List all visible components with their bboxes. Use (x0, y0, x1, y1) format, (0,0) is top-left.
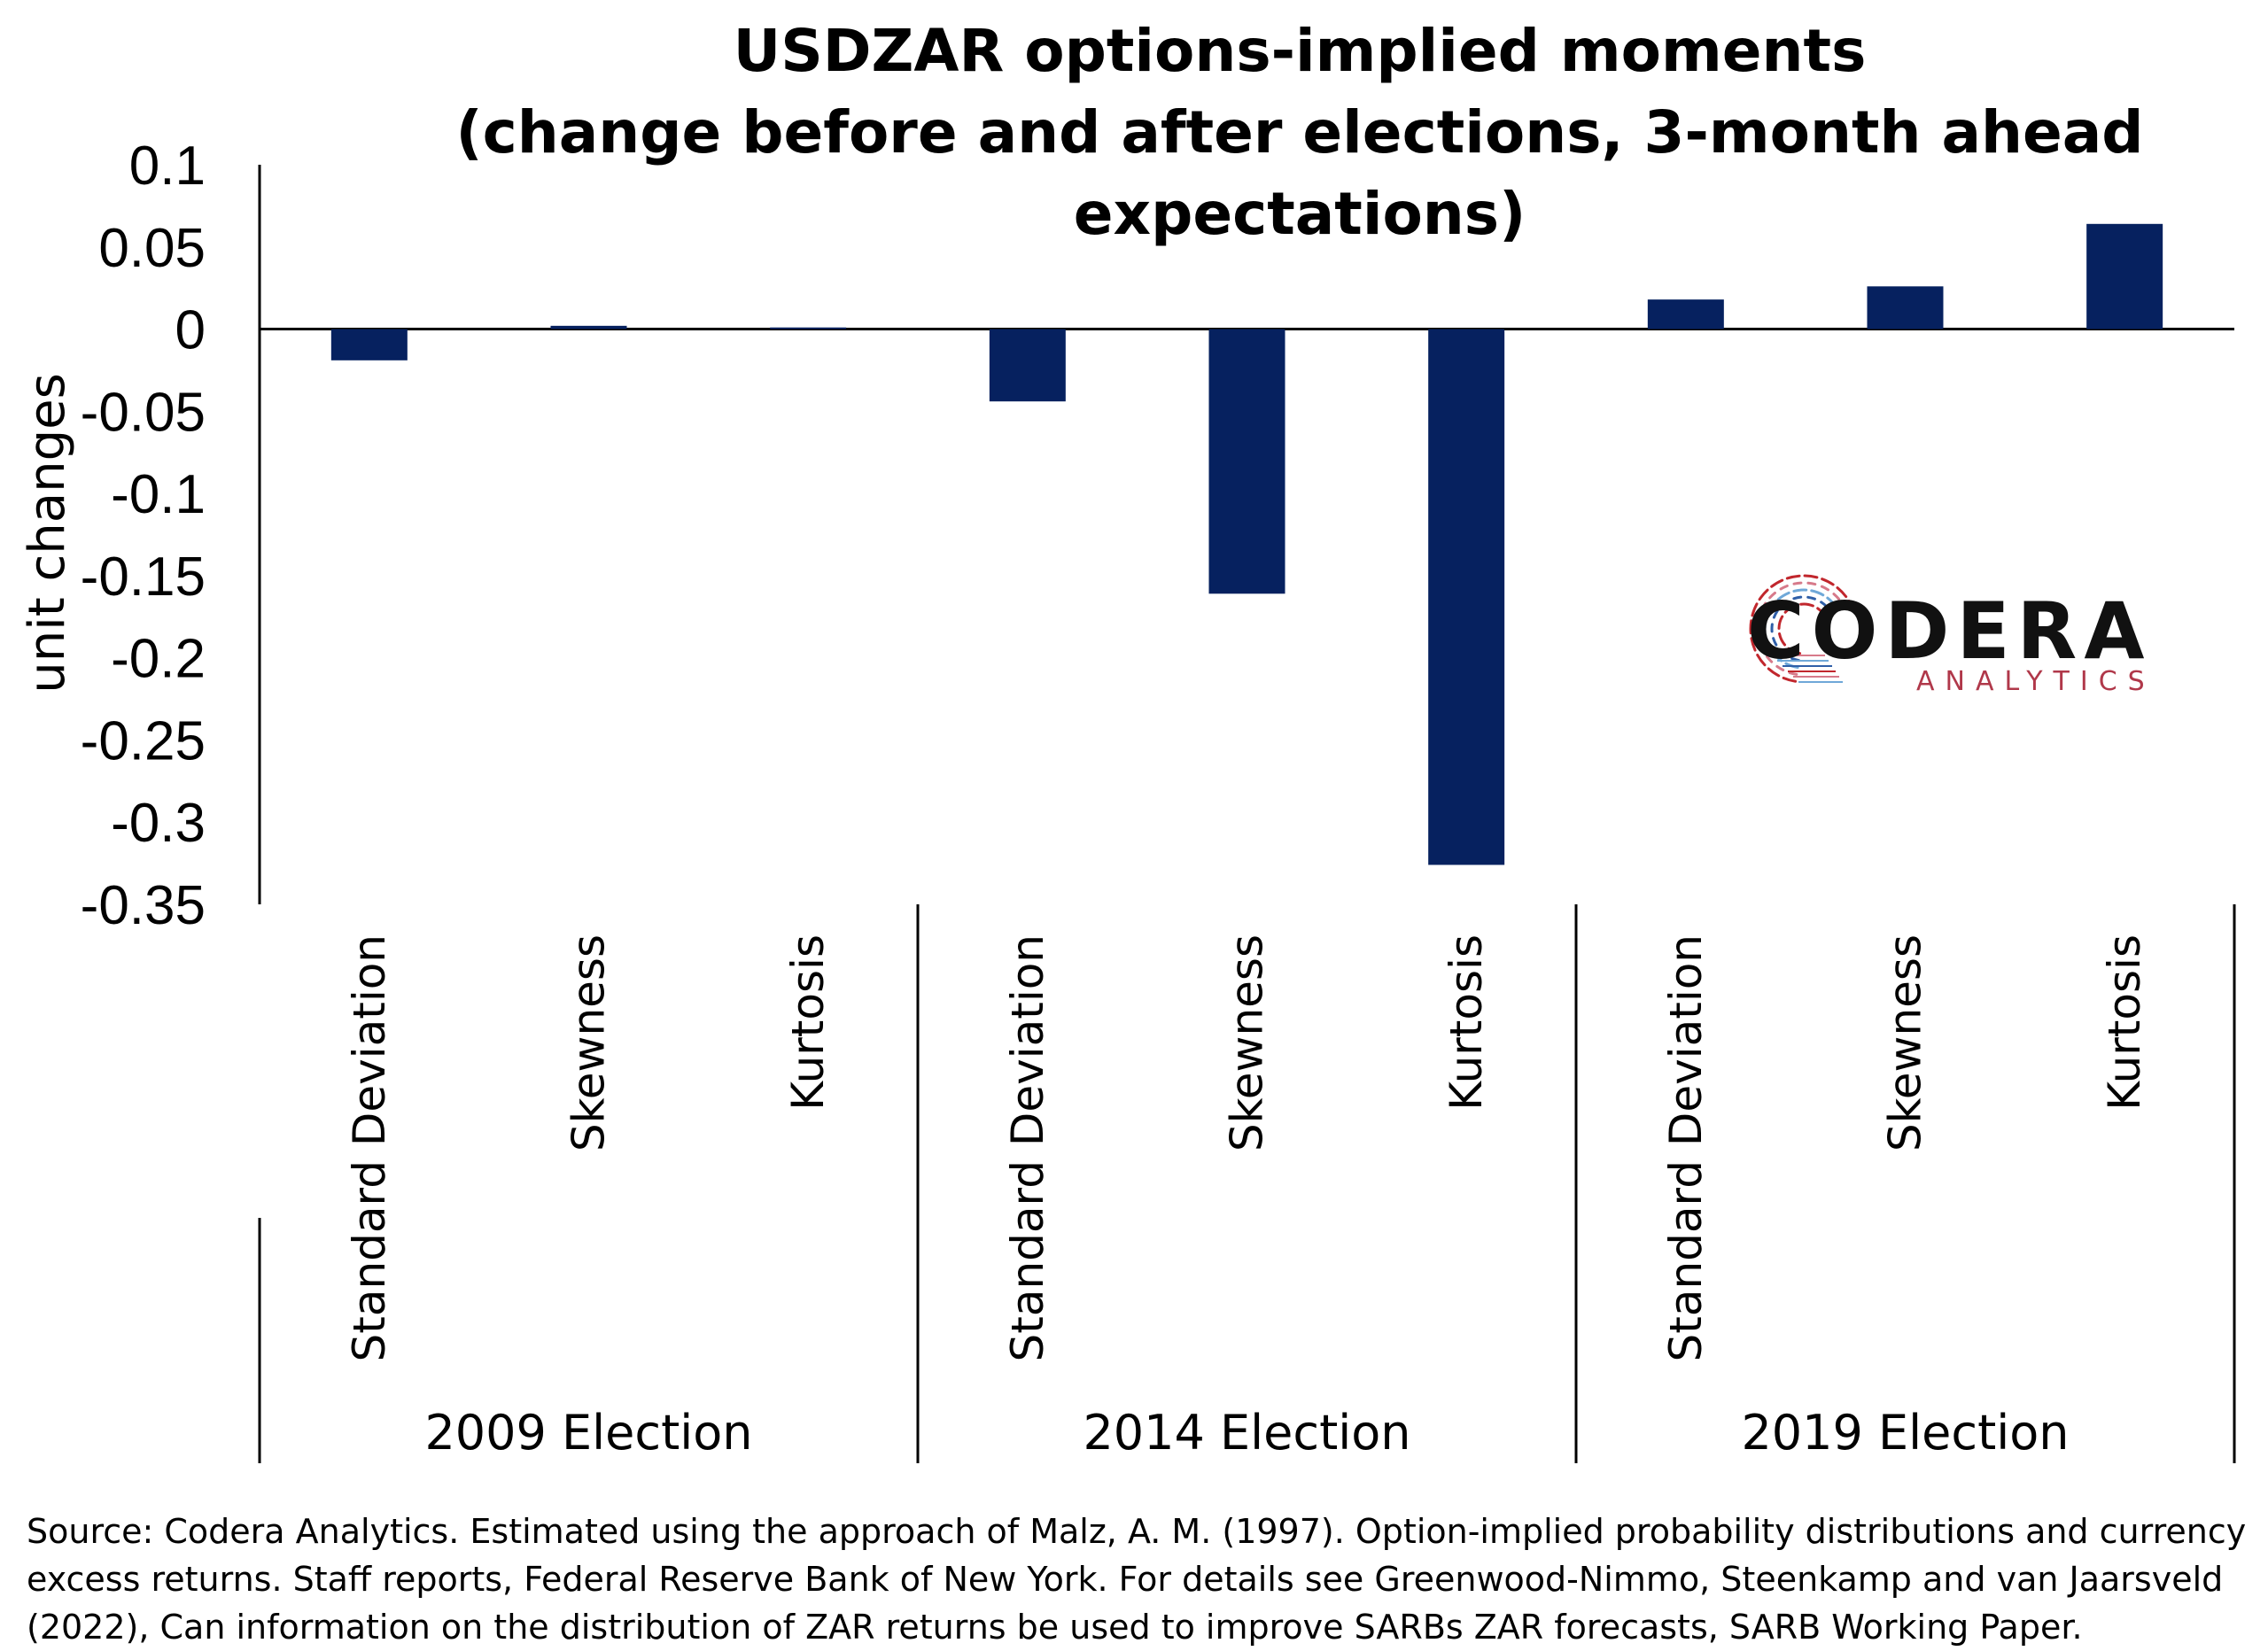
bar (330, 329, 408, 360)
bar (550, 325, 627, 329)
logo-arc (1763, 588, 1840, 669)
logo-wordmark: CODERA (1747, 585, 2151, 677)
category-label: Kurtosis (782, 934, 834, 1111)
category-label: Standard Deviation (1660, 934, 1712, 1362)
bar (2086, 223, 2163, 329)
y-tick-label: 0.05 (98, 218, 206, 279)
logo-arc (1749, 574, 1852, 683)
group-labels: 2009 Election 2014 Election 2019 Election (424, 1405, 2069, 1461)
bar (1867, 286, 1944, 329)
y-tick-labels: 0.1 0.05 0 -0.05 -0.1 -0.15 -0.2 -0.25 -0.3 -0.35 (81, 136, 206, 936)
category-labels: Standard Deviation Skewness Kurtosis Standa… (344, 934, 2150, 1362)
codera-logo: CODERA ANALYTICS (1747, 574, 2155, 697)
chart-title-line-1: USDZAR options-implied moments (734, 17, 1867, 85)
category-label: Standard Deviation (344, 934, 395, 1362)
category-label: Skewness (563, 934, 615, 1151)
category-label: Standard Deviation (1002, 934, 1053, 1362)
y-tick-label: -0.25 (81, 710, 206, 771)
category-label: Kurtosis (1441, 934, 1492, 1111)
logo-arc (1756, 581, 1846, 676)
bar (770, 327, 847, 329)
bar (1428, 329, 1505, 865)
chart-title-line-3: expectations) (1074, 180, 1526, 248)
chart-title: USDZAR options-implied moments (change b… (455, 17, 2143, 248)
y-axis-title: unit changes (19, 373, 76, 694)
group-label: 2014 Election (1083, 1405, 1410, 1461)
source-note-line-1: Source: Codera Analytics. Estimated usin… (27, 1512, 2247, 1551)
y-tick-label: -0.35 (81, 875, 206, 936)
logo-circuit-icon (1749, 574, 1852, 683)
source-note: Source: Codera Analytics. Estimated usin… (27, 1508, 2247, 1651)
category-label: Skewness (1880, 934, 1931, 1151)
chart-title-line-2: (change before and after elections, 3-mo… (455, 98, 2143, 167)
bar (1208, 329, 1285, 594)
logo-arc (1770, 595, 1834, 663)
y-tick-label: 0 (175, 300, 206, 361)
y-tick-label: -0.1 (111, 464, 206, 525)
bars (330, 223, 2163, 865)
source-note-line-3: (2022), Can information on the distribut… (27, 1608, 2083, 1647)
y-tick-label: 0.1 (129, 136, 206, 197)
category-label: Skewness (1222, 934, 1273, 1151)
y-tick-label: -0.2 (111, 629, 206, 690)
source-note-line-2: excess returns. Staff reports, Federal R… (27, 1560, 2224, 1599)
y-tick-label: -0.3 (111, 793, 206, 854)
y-tick-label: -0.05 (81, 382, 206, 443)
group-label: 2009 Election (424, 1405, 752, 1461)
category-label: Kurtosis (2099, 934, 2150, 1111)
group-label: 2019 Election (1741, 1405, 2069, 1461)
bar (1647, 299, 1724, 329)
logo-subtitle: ANALYTICS (1916, 666, 2155, 697)
y-tick-label: -0.15 (81, 546, 206, 608)
bar (989, 329, 1066, 402)
